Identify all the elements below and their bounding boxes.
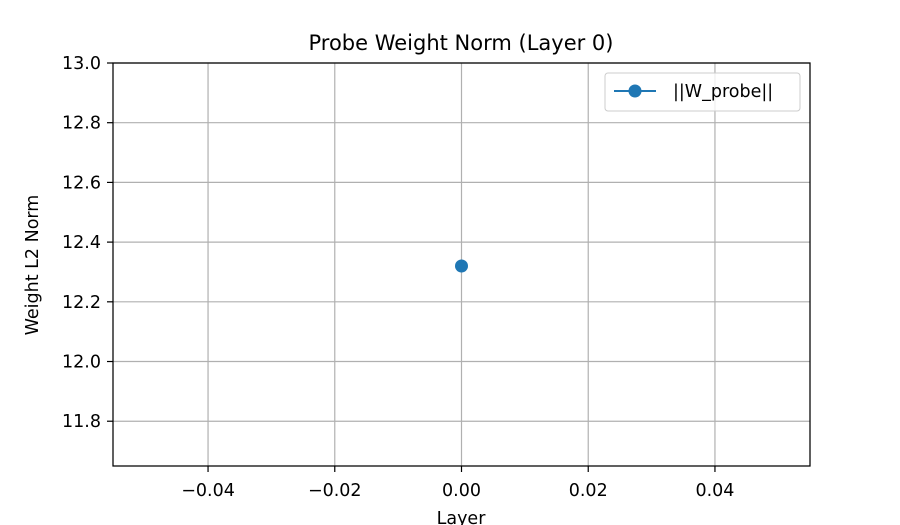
chart-title: Probe Weight Norm (Layer 0) bbox=[308, 31, 613, 55]
y-tick-label: 13.0 bbox=[62, 54, 101, 74]
y-tick-label: 12.8 bbox=[62, 114, 101, 134]
legend-box bbox=[604, 72, 801, 112]
x-tick-label: 0.00 bbox=[442, 481, 481, 501]
y-tick-label: 12.6 bbox=[62, 173, 101, 193]
y-axis: 11.8 12.0 12.2 12.4 12.6 12.8 13.0 bbox=[62, 54, 113, 432]
x-tick-label: 0.02 bbox=[569, 481, 608, 501]
y-tick-label: 12.2 bbox=[62, 293, 101, 313]
y-tick-label: 11.8 bbox=[62, 412, 101, 432]
legend-marker bbox=[628, 84, 642, 98]
x-axis: −0.04 −0.02 0.00 0.02 0.04 bbox=[181, 466, 734, 501]
x-tick-label: −0.04 bbox=[181, 481, 235, 501]
x-tick-label: −0.02 bbox=[308, 481, 362, 501]
x-axis-label: Layer bbox=[437, 509, 487, 525]
series-layer bbox=[455, 259, 468, 273]
legend: ||W_probe|| bbox=[604, 72, 801, 112]
x-tick-label: 0.04 bbox=[695, 481, 734, 501]
data-point bbox=[455, 259, 468, 273]
y-axis-label: Weight L2 Norm bbox=[23, 195, 43, 336]
y-tick-label: 12.4 bbox=[62, 233, 101, 253]
y-tick-label: 12.0 bbox=[62, 353, 101, 373]
legend-label: ||W_probe|| bbox=[673, 82, 773, 102]
